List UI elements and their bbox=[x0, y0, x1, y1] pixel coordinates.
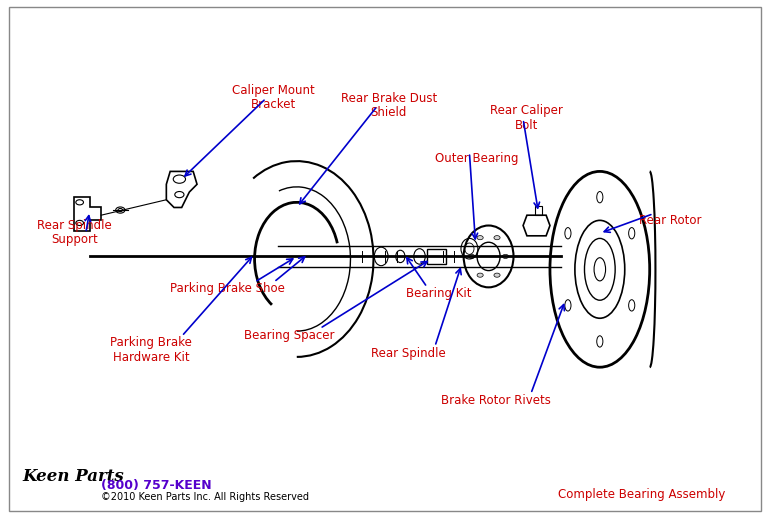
Text: Parking Brake Shoe: Parking Brake Shoe bbox=[170, 282, 285, 295]
Text: Hardware Kit: Hardware Kit bbox=[112, 351, 189, 364]
Text: (800) 757-KEEN: (800) 757-KEEN bbox=[101, 479, 212, 492]
Circle shape bbox=[477, 236, 484, 240]
Text: ©2010 Keen Parts Inc. All Rights Reserved: ©2010 Keen Parts Inc. All Rights Reserve… bbox=[101, 492, 309, 502]
Text: Complete Bearing Assembly: Complete Bearing Assembly bbox=[558, 488, 725, 501]
Circle shape bbox=[469, 254, 475, 258]
Circle shape bbox=[494, 236, 500, 240]
Text: Bearing Spacer: Bearing Spacer bbox=[244, 328, 334, 341]
Text: Keen Parts: Keen Parts bbox=[23, 468, 125, 485]
Text: Shield: Shield bbox=[370, 106, 407, 119]
Bar bbox=[534, 206, 542, 215]
Text: Bracket: Bracket bbox=[251, 98, 296, 111]
Text: Rear Spindle: Rear Spindle bbox=[37, 219, 112, 232]
Circle shape bbox=[502, 254, 508, 258]
Text: Rear Rotor: Rear Rotor bbox=[639, 213, 701, 227]
Circle shape bbox=[494, 273, 500, 277]
Text: Parking Brake: Parking Brake bbox=[110, 336, 192, 349]
Text: Bolt: Bolt bbox=[515, 119, 539, 132]
Text: Outer Bearing: Outer Bearing bbox=[435, 152, 519, 165]
Circle shape bbox=[477, 273, 484, 277]
Bar bbox=[427, 249, 447, 264]
Text: Caliper Mount: Caliper Mount bbox=[233, 84, 315, 97]
Text: Bearing Kit: Bearing Kit bbox=[406, 287, 471, 300]
Text: Support: Support bbox=[51, 233, 98, 246]
Text: Rear Brake Dust: Rear Brake Dust bbox=[340, 92, 437, 105]
Text: Rear Spindle: Rear Spindle bbox=[370, 347, 445, 359]
Text: Rear Caliper: Rear Caliper bbox=[490, 105, 564, 118]
Text: Brake Rotor Rivets: Brake Rotor Rivets bbox=[441, 394, 551, 407]
